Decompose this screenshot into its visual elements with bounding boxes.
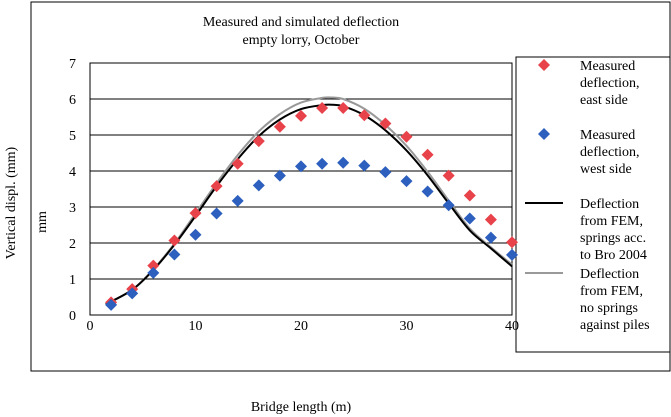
plot-area-border — [89, 62, 513, 316]
data-point-series-1 — [316, 157, 329, 170]
data-point-series-1 — [400, 175, 413, 188]
data-point-series-1 — [421, 185, 434, 198]
chart-title-line-1: Measured and simulated deflection — [203, 15, 399, 30]
data-point-series-1 — [147, 266, 160, 279]
data-point-series-0 — [210, 180, 223, 193]
data-point-series-1 — [252, 179, 265, 192]
legend-swatch-0 — [538, 59, 550, 71]
y-axis-label: Vertical displ. (mm) — [4, 146, 19, 259]
grid-lines — [90, 98, 512, 280]
data-point-series-1 — [189, 228, 202, 241]
legend-label: Deflection — [580, 197, 639, 212]
y-axis-inner-label: mm — [35, 211, 50, 233]
legend-items: Measured deflection, east side Measured defl… — [525, 59, 650, 333]
data-point-series-1 — [442, 199, 455, 212]
data-point-series-0 — [231, 157, 244, 170]
data-point-series-0 — [189, 207, 202, 220]
legend-label: against piles — [580, 318, 650, 333]
data-point-series-0 — [316, 102, 329, 114]
data-point-series-1 — [168, 248, 181, 261]
legend-label: springs acc. — [580, 231, 646, 246]
y-tick-label: 0 — [69, 309, 76, 324]
data-point-series-1 — [506, 248, 518, 261]
x-axis-label: Bridge length (m) — [251, 400, 352, 415]
data-point-series-1 — [105, 298, 118, 311]
data-point-series-0 — [295, 109, 307, 122]
y-tick-label: 6 — [69, 93, 76, 108]
y-tick-label: 3 — [69, 201, 76, 216]
y-tick-label: 4 — [69, 165, 76, 180]
data-point-series-1 — [273, 169, 286, 182]
data-point-series-1 — [463, 212, 476, 225]
legend-label: Measured — [580, 128, 635, 143]
data-point-series-0 — [400, 130, 413, 143]
data-point-series-0 — [358, 109, 371, 122]
legend-swatch-1 — [538, 128, 550, 140]
legend-label: east side — [580, 93, 628, 108]
legend-label: to Bro 2004 — [580, 248, 647, 263]
tick-labels: 0 1 2 3 4 5 6 7 0 10 20 30 40 — [69, 57, 519, 334]
x-tick-label: 0 — [87, 319, 94, 334]
data-point-series-1 — [379, 166, 392, 179]
data-point-series-1 — [210, 207, 223, 220]
x-tick-label: 40 — [505, 319, 519, 334]
data-point-series-0 — [379, 117, 392, 130]
data-point-series-0 — [273, 120, 286, 133]
legend-label: deflection, — [580, 145, 639, 160]
y-tick-label: 7 — [69, 57, 76, 72]
x-tick-label: 20 — [294, 319, 308, 334]
data-point-series-0 — [421, 148, 434, 161]
legend-label: Deflection — [580, 267, 639, 282]
data-point-series-1 — [231, 194, 244, 207]
legend-label: Measured — [580, 59, 635, 74]
y-tick-label: 5 — [69, 129, 76, 144]
data-point-series-1 — [337, 156, 350, 169]
legend-label: west side — [580, 162, 632, 177]
legend-label: no springs — [580, 301, 638, 316]
series-line-3 — [105, 96, 513, 306]
y-tick-label: 2 — [69, 237, 76, 252]
data-point-series-1 — [358, 159, 371, 172]
series-layer — [105, 96, 518, 311]
data-point-series-0 — [484, 213, 497, 226]
legend-box — [515, 56, 671, 353]
legend-label: deflection, — [580, 76, 639, 91]
data-point-series-0 — [168, 234, 181, 247]
legend-label: from FEM, — [580, 214, 643, 229]
chart-title-line-2: empty lorry, October — [243, 33, 360, 48]
data-point-series-0 — [147, 259, 160, 272]
data-point-series-0 — [506, 236, 518, 249]
data-point-series-1 — [295, 160, 307, 173]
y-tick-label: 1 — [69, 273, 76, 288]
data-point-series-1 — [484, 231, 497, 244]
data-point-series-1 — [126, 287, 139, 300]
legend-label: from FEM, — [580, 284, 643, 299]
data-point-series-0 — [442, 169, 455, 182]
x-tick-label: 10 — [189, 319, 203, 334]
data-point-series-0 — [252, 135, 265, 148]
data-point-series-0 — [337, 102, 350, 114]
data-point-series-0 — [463, 189, 476, 202]
x-tick-label: 30 — [400, 319, 414, 334]
